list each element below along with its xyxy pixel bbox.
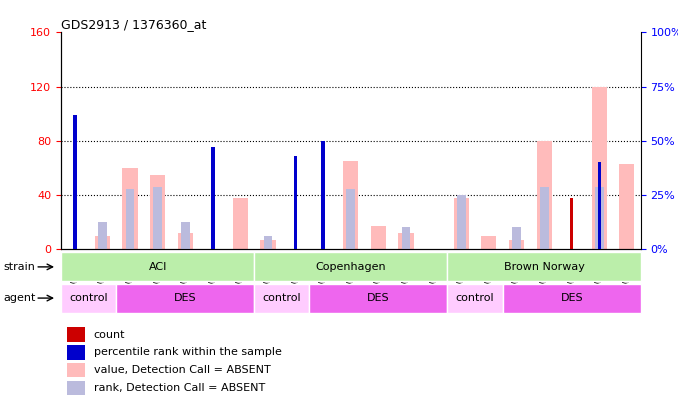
Bar — [447, 284, 502, 313]
Bar — [264, 236, 273, 249]
Text: strain: strain — [3, 262, 35, 272]
Bar — [399, 233, 414, 249]
Bar — [619, 164, 635, 249]
Bar — [343, 161, 359, 249]
Bar — [67, 381, 85, 395]
Bar — [211, 147, 215, 249]
Bar — [294, 156, 298, 249]
Bar — [61, 252, 254, 281]
Text: DES: DES — [174, 293, 197, 303]
Text: GDS2913 / 1376360_at: GDS2913 / 1376360_at — [61, 18, 206, 31]
Bar — [123, 168, 138, 249]
Bar — [371, 226, 386, 249]
Bar — [597, 162, 601, 249]
Bar — [309, 284, 447, 313]
Bar — [502, 284, 641, 313]
Bar — [294, 192, 298, 249]
Bar — [178, 233, 193, 249]
Bar — [181, 222, 190, 249]
Text: DES: DES — [367, 293, 390, 303]
Bar — [73, 115, 77, 249]
Text: percentile rank within the sample: percentile rank within the sample — [94, 347, 282, 357]
Text: control: control — [456, 293, 494, 303]
Bar — [125, 190, 134, 249]
Bar — [67, 327, 85, 342]
Bar — [116, 284, 254, 313]
Bar — [98, 222, 107, 249]
Bar — [512, 227, 521, 249]
Bar — [233, 198, 248, 249]
Bar — [73, 147, 77, 249]
Bar — [321, 145, 325, 249]
Text: value, Detection Call = ABSENT: value, Detection Call = ABSENT — [94, 365, 271, 375]
Bar — [254, 284, 309, 313]
Text: count: count — [94, 330, 125, 339]
Bar — [595, 187, 603, 249]
Bar — [447, 252, 641, 281]
Bar — [260, 240, 276, 249]
Bar — [592, 87, 607, 249]
Bar — [321, 141, 325, 249]
Bar — [67, 345, 85, 360]
Bar — [540, 187, 549, 249]
Text: ACI: ACI — [148, 262, 167, 272]
Bar — [150, 175, 165, 249]
Text: Brown Norway: Brown Norway — [504, 262, 584, 272]
Bar — [481, 236, 496, 249]
Bar — [536, 141, 552, 249]
Bar — [95, 236, 110, 249]
Text: agent: agent — [3, 293, 36, 303]
Text: Copenhagen: Copenhagen — [315, 262, 386, 272]
Bar — [211, 181, 215, 249]
Text: DES: DES — [561, 293, 583, 303]
Bar — [509, 240, 524, 249]
Bar — [457, 195, 466, 249]
Bar — [570, 198, 574, 249]
Text: rank, Detection Call = ABSENT: rank, Detection Call = ABSENT — [94, 383, 265, 393]
Bar — [346, 190, 355, 249]
Bar — [454, 198, 469, 249]
Bar — [67, 363, 85, 377]
Bar — [61, 284, 116, 313]
Bar — [401, 227, 410, 249]
Bar — [254, 252, 447, 281]
Text: control: control — [69, 293, 108, 303]
Bar — [153, 187, 162, 249]
Text: control: control — [262, 293, 301, 303]
